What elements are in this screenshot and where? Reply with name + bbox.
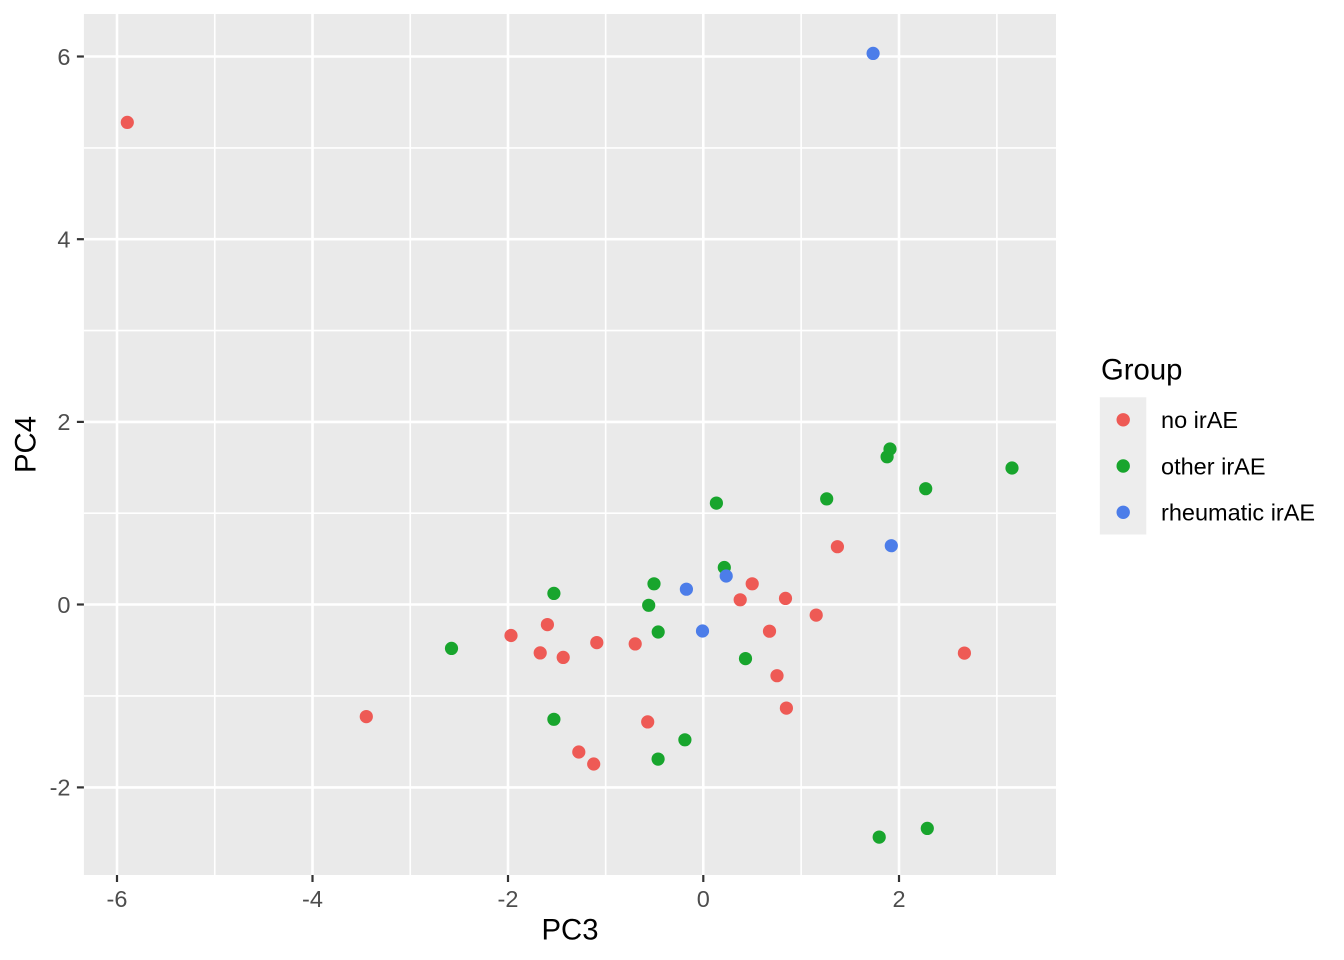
svg-text:-2: -2 [498,886,519,912]
svg-text:0: 0 [697,886,710,912]
svg-text:4: 4 [57,227,70,253]
svg-text:PC3: PC3 [542,914,599,947]
svg-text:other irAE: other irAE [1161,453,1266,479]
svg-text:-2: -2 [50,775,71,801]
svg-text:Group: Group [1101,354,1182,387]
svg-text:-4: -4 [302,886,323,912]
svg-text:rheumatic irAE: rheumatic irAE [1161,500,1315,526]
svg-text:-6: -6 [107,886,128,912]
svg-text:2: 2 [57,409,70,435]
svg-text:0: 0 [57,592,70,618]
svg-text:6: 6 [57,44,70,70]
svg-text:no irAE: no irAE [1161,407,1238,433]
svg-text:2: 2 [892,886,905,912]
svg-text:PC4: PC4 [10,416,43,473]
